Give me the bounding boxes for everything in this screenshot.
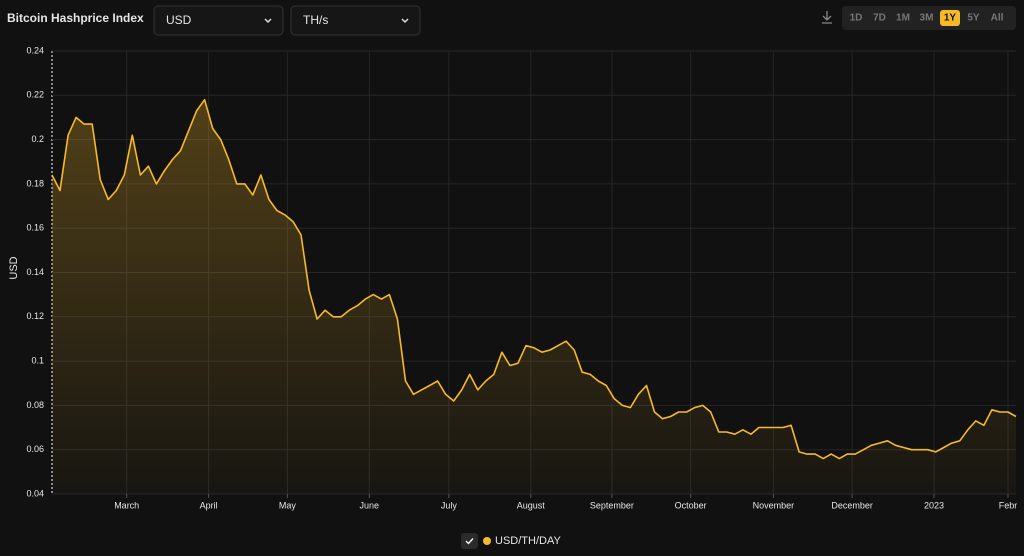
range-button[interactable]: All xyxy=(991,13,1004,24)
x-tick-label: November xyxy=(753,500,795,510)
range-button[interactable]: 1Y xyxy=(944,13,957,24)
x-tick-label: July xyxy=(441,500,458,510)
range-button[interactable]: 3M xyxy=(920,13,934,24)
dropdown-box xyxy=(290,5,421,36)
legend-checkbox xyxy=(461,533,478,549)
x-tick-label: August xyxy=(517,500,546,510)
y-tick-label: 0.24 xyxy=(26,45,44,55)
download-icon xyxy=(822,11,832,24)
y-tick-label: 0.04 xyxy=(26,488,44,498)
y-tick-label: 0.12 xyxy=(26,311,44,321)
x-tick-label: March xyxy=(114,500,139,510)
y-tick-label: 0.22 xyxy=(26,90,44,100)
legend-label: USD/TH/DAY xyxy=(495,535,561,547)
y-tick-label: 0.16 xyxy=(26,223,44,233)
check-icon xyxy=(465,538,474,545)
y-tick-label: 0.18 xyxy=(26,178,44,188)
y-axis-label: USD xyxy=(8,256,20,279)
series-area xyxy=(52,99,1016,494)
x-tick-label: June xyxy=(360,500,380,510)
legend-item[interactable]: USD/TH/DAY xyxy=(461,533,561,549)
x-tick-label: Febr xyxy=(999,500,1018,510)
unit-dropdown[interactable]: TH/s xyxy=(290,5,421,36)
x-tick-label: September xyxy=(590,500,634,510)
x-tick-label: May xyxy=(279,500,297,510)
y-tick-label: 0.14 xyxy=(26,267,44,277)
y-tick-label: 0.08 xyxy=(26,400,44,410)
x-tick-label: 2023 xyxy=(924,500,944,510)
series-line xyxy=(51,98,1017,460)
y-tick-label: 0.2 xyxy=(31,134,44,144)
x-tick-label: October xyxy=(675,500,707,510)
range-button[interactable]: 1D xyxy=(850,13,863,24)
x-tick-label: December xyxy=(831,500,873,510)
range-button[interactable]: 1M xyxy=(896,13,910,24)
dropdown-label: USD xyxy=(166,13,192,27)
range-group xyxy=(842,6,1016,30)
legend-marker xyxy=(483,537,491,545)
currency-dropdown[interactable]: USD xyxy=(153,5,284,36)
x-tick-label: April xyxy=(200,500,218,510)
dropdown-box xyxy=(153,5,284,36)
dropdown-label: TH/s xyxy=(303,13,328,27)
chart-title: Bitcoin Hashprice Index xyxy=(7,11,144,25)
range-button[interactable]: 7D xyxy=(873,13,886,24)
chevron xyxy=(401,18,409,24)
download-button[interactable] xyxy=(822,11,832,24)
range-button[interactable]: 5Y xyxy=(967,13,980,24)
y-tick-label: 0.1 xyxy=(31,355,44,365)
chevron xyxy=(264,18,272,24)
y-tick-label: 0.06 xyxy=(26,444,44,454)
range-active-bg xyxy=(940,10,960,26)
